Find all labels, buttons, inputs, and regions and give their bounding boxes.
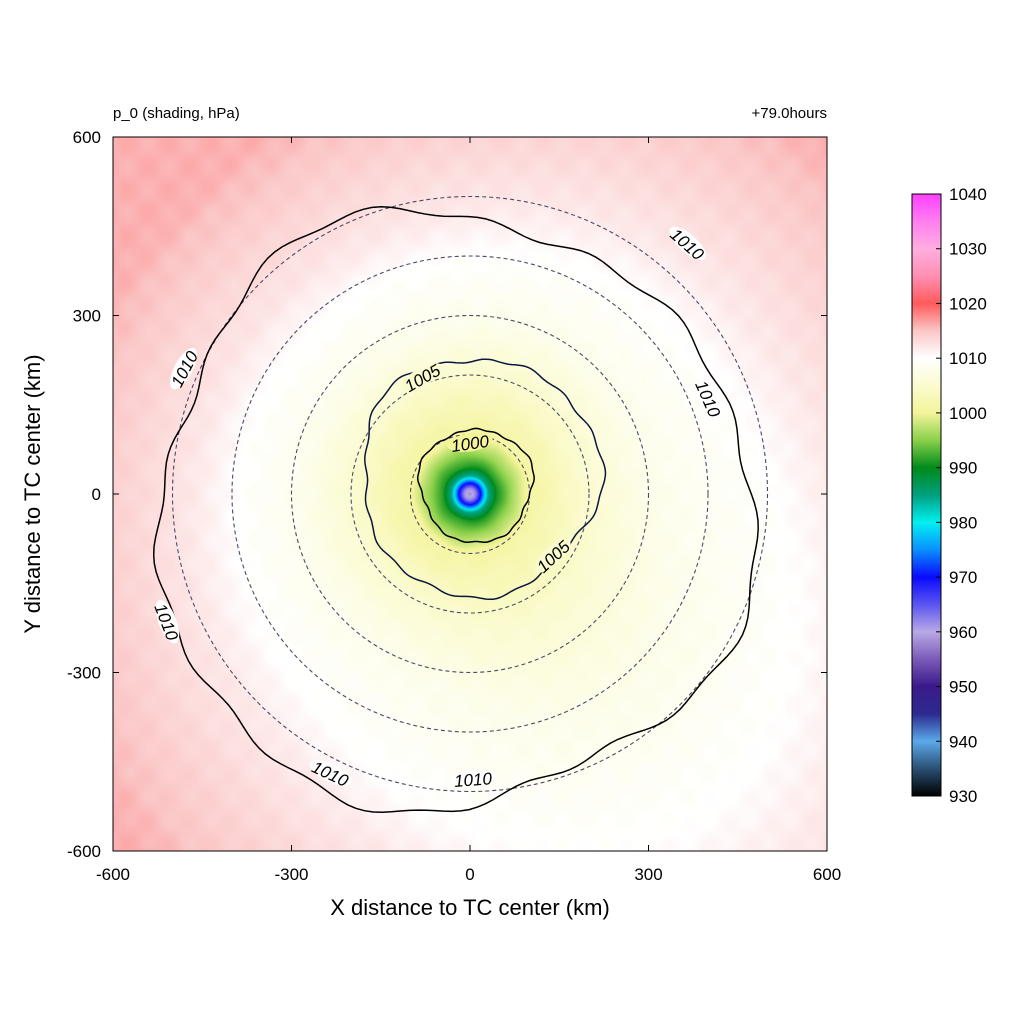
contour-label-bg (669, 226, 707, 260)
colorbar-tick-label: 970 (949, 568, 977, 587)
y-axis: -600 -300 0 300 600 (67, 128, 827, 861)
x-axis: -600 -300 0 300 600 (96, 137, 841, 884)
contour-label-bg (447, 432, 493, 452)
x-axis-title: X distance to TC center (km) (330, 895, 610, 920)
colorbar-tick-label: 980 (949, 513, 977, 532)
colorbar-tick-label: 990 (949, 459, 977, 478)
colorbar-tick-label: 1010 (949, 349, 987, 368)
y-tick-label: -600 (67, 842, 101, 861)
range-ring (171, 195, 769, 793)
title-right: +79.0hours (752, 105, 827, 122)
contour-1005 (364, 358, 607, 601)
x-tick-label: 0 (465, 865, 474, 884)
contour-label-bg (309, 760, 352, 786)
colorbar-tick-label: 1020 (949, 294, 987, 313)
contour-label: 1010 (453, 769, 493, 791)
contour-1000 (416, 427, 535, 544)
contour-label-bg (534, 538, 571, 573)
range-ring (290, 314, 650, 674)
colorbar-tick-label: 1030 (949, 240, 987, 259)
contour-label-bg (696, 377, 722, 420)
y-tick-label: 300 (73, 307, 101, 326)
title-left: p_0 (shading, hPa) (113, 105, 240, 122)
y-axis-title: Y distance to TC center (km) (20, 354, 45, 633)
contour-label-bg (155, 599, 180, 644)
x-tick-label: 300 (634, 865, 662, 884)
x-tick-label: -600 (96, 865, 130, 884)
range-ring (231, 255, 709, 733)
colorbar-tick-label: 930 (949, 787, 977, 806)
range-ring (350, 374, 590, 614)
contour-1010 (152, 206, 759, 813)
colorbar-tick-label: 940 (949, 732, 977, 751)
contour-label-bg (170, 347, 197, 390)
y-tick-label: 0 (92, 485, 101, 504)
y-tick-label: -300 (67, 664, 101, 683)
x-tick-label: -300 (274, 865, 308, 884)
pressure-shading (113, 137, 827, 851)
contour-label-bg (401, 363, 443, 391)
colorbar-tick-label: 950 (949, 678, 977, 697)
colorbar-ramp (911, 193, 942, 797)
x-tick-label: 600 (813, 865, 841, 884)
colorbar-tick-label: 1000 (949, 404, 987, 423)
range-rings (171, 195, 769, 793)
colorbar-tick-label: 1040 (949, 185, 987, 204)
contour-label-bg (449, 769, 496, 788)
colorbar-ticks: 930 940 950 960 970 980 990 1000 1010 1020 1030 104… (936, 185, 987, 806)
colorbar-tick-label: 960 (949, 623, 977, 642)
y-tick-label: 600 (73, 128, 101, 147)
colorbar: 930 940 950 960 970 980 990 1000 1010 1020 1030 104… (911, 185, 987, 806)
